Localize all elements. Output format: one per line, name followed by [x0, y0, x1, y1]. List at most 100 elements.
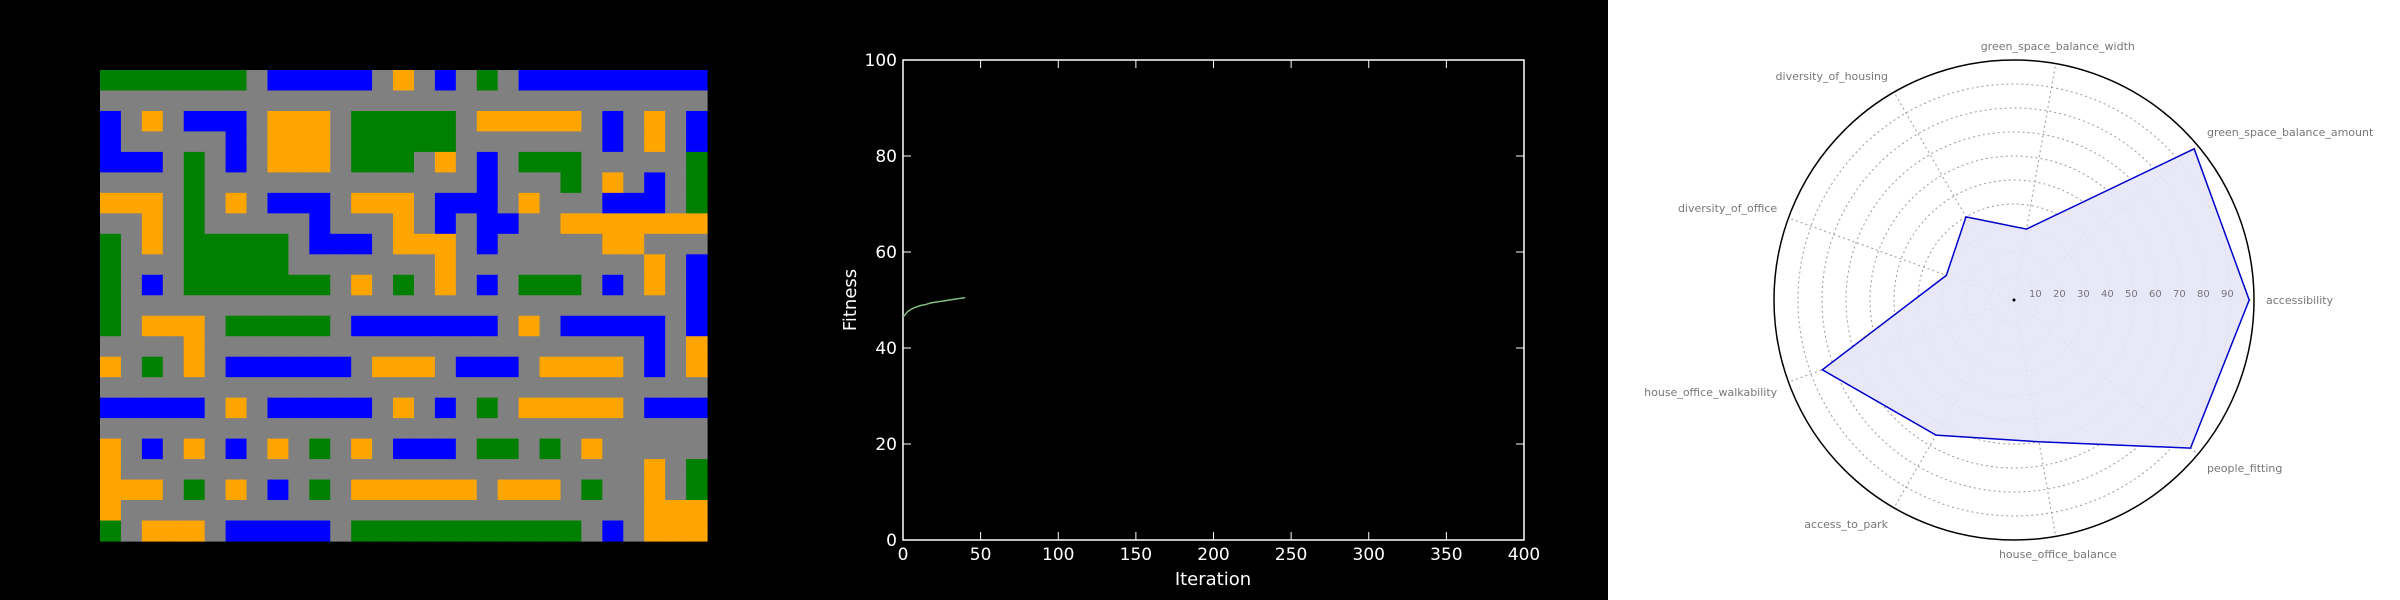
grid-cell [539, 90, 562, 112]
x-tick-label: 0 [898, 545, 909, 565]
grid-cell [581, 151, 603, 173]
grid-cell [372, 500, 394, 522]
grid-cell [100, 418, 122, 440]
radar-ring-label: 20 [2053, 289, 2066, 300]
radar-chart: 10 20 30 40 50 60 70 80 90 accessibility green_spa… [1644, 40, 2374, 561]
grid-cell [204, 213, 227, 235]
grid-cell [602, 356, 624, 378]
grid-cell [330, 192, 352, 214]
grid-cell [225, 70, 248, 92]
grid-cell [560, 131, 583, 153]
grid-cell [476, 90, 499, 112]
grid-cell [560, 172, 583, 194]
grid-cell [162, 70, 185, 92]
grid-cell [372, 172, 394, 194]
grid-cell [267, 295, 289, 317]
grid-cell [100, 254, 122, 276]
grid-cell [351, 131, 373, 153]
grid-cell [120, 295, 143, 317]
grid-cell [581, 295, 603, 317]
grid-cell [225, 90, 248, 112]
grid-cell [560, 315, 583, 337]
grid-cell [246, 479, 269, 501]
grid-cell [100, 397, 122, 419]
grid-cell [539, 520, 562, 542]
grid-cell [665, 70, 687, 92]
grid-cell [267, 418, 289, 440]
grid-cell [560, 90, 583, 112]
grid-cell [602, 336, 624, 358]
grid-cell [518, 254, 541, 276]
grid-cell [434, 377, 457, 399]
grid-cell [372, 192, 394, 214]
grid-cell [518, 315, 541, 337]
grid-cell [518, 336, 541, 358]
grid-cell [413, 70, 436, 92]
grid-cell [413, 315, 436, 337]
radar-ring-label: 10 [2029, 289, 2042, 300]
grid-cell [686, 254, 708, 276]
grid-cell [393, 274, 415, 296]
radar-axis-label: access_to_park [1804, 518, 1888, 531]
grid-cell [413, 151, 436, 173]
grid-cell [393, 90, 415, 112]
grid-cell [455, 233, 478, 255]
grid-cell [225, 274, 248, 296]
x-tick-label: 350 [1430, 545, 1462, 565]
grid-cell [246, 377, 269, 399]
grid-cell [665, 131, 687, 153]
grid-cell [267, 151, 289, 173]
grid-cell [141, 295, 164, 317]
grid-cell [330, 274, 352, 296]
grid-cell [455, 520, 478, 542]
grid-cell [539, 213, 562, 235]
grid-cell [225, 336, 248, 358]
y-tick-label: 40 [875, 339, 897, 359]
grid-cell [476, 274, 499, 296]
grid-cell [393, 233, 415, 255]
grid-cell [120, 459, 143, 481]
grid-cell [602, 315, 624, 337]
grid-cell [162, 233, 185, 255]
grid-cell [330, 520, 352, 542]
grid-cell [434, 274, 457, 296]
grid-cell [120, 418, 143, 440]
grid-cell [539, 500, 562, 522]
grid-cell [246, 192, 269, 214]
grid-cell [372, 131, 394, 153]
grid-cell [455, 172, 478, 194]
grid-cell [100, 479, 122, 501]
grid-cell [665, 356, 687, 378]
grid-cell [225, 356, 248, 378]
grid-cell [665, 90, 687, 112]
grid-cell [434, 233, 457, 255]
grid-cell [623, 418, 645, 440]
grid-cell [539, 418, 562, 440]
radar-axis-label: people_fitting [2207, 462, 2282, 475]
grid-cell [372, 336, 394, 358]
radar-axis-label: house_office_balance [1999, 548, 2117, 561]
grid-cell [434, 172, 457, 194]
grid-cell [372, 254, 394, 276]
grid-cell [413, 213, 436, 235]
grid-cell [351, 151, 373, 173]
grid-cell [141, 70, 164, 92]
grid-cell [665, 315, 687, 337]
grid-cell [539, 438, 562, 460]
grid-cell [497, 90, 520, 112]
grid-cell [246, 520, 269, 542]
grid-cell [100, 377, 122, 399]
grid-cell [330, 418, 352, 440]
grid-cell [455, 192, 478, 214]
grid-cell [602, 418, 624, 440]
grid-cell [120, 397, 143, 419]
grid-cell [267, 479, 289, 501]
grid-cell [225, 131, 248, 153]
grid-cell [351, 397, 373, 419]
grid-cell [162, 500, 185, 522]
grid-cell [560, 233, 583, 255]
grid-cell [183, 520, 206, 542]
grid-cell [393, 70, 415, 92]
grid-cell [246, 70, 269, 92]
radar-ring-label: 70 [2173, 289, 2186, 300]
